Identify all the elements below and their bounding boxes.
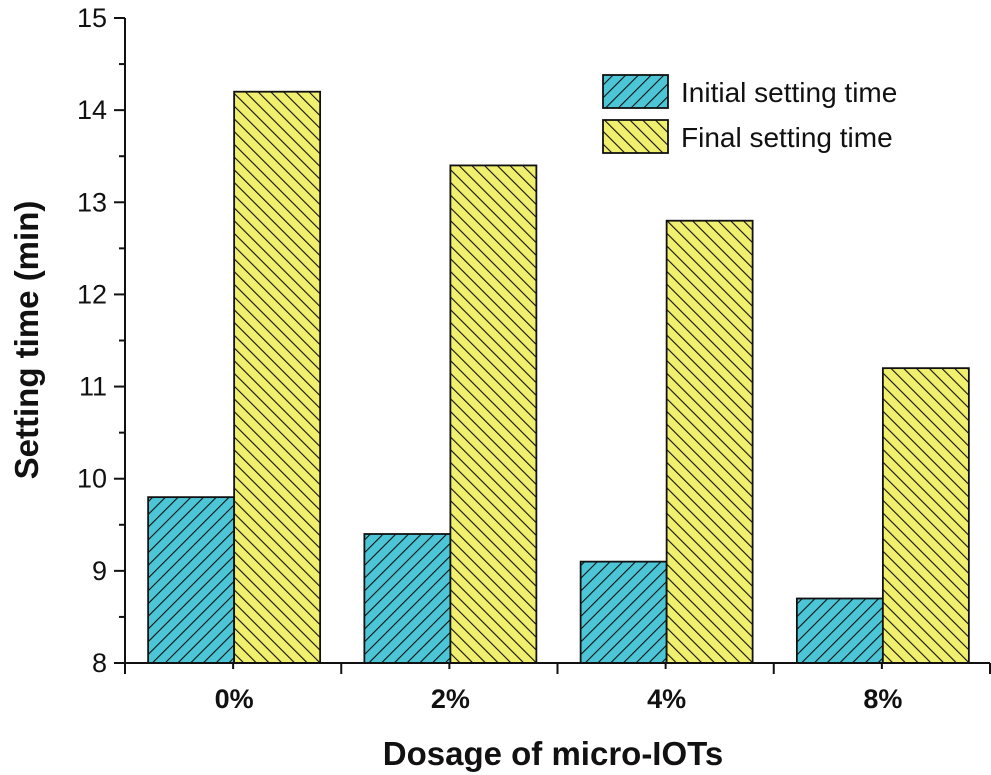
ticks-layer: 0% 2% 4% 8% 8 9 10 11 12 13 14 15 [77, 3, 991, 714]
x-tick-label: 2% [431, 684, 470, 714]
bar-final-1 [449, 164, 538, 664]
legend-swatch-initial [602, 74, 669, 109]
y-tick-label: 11 [79, 372, 107, 402]
x-tick-label: 0% [215, 684, 254, 714]
y-tick-label: 8 [92, 648, 107, 678]
y-tick-label: 15 [77, 3, 107, 33]
y-tick-label: 9 [92, 556, 107, 586]
x-tick-label: 4% [647, 684, 686, 714]
bar-initial-3 [795, 597, 884, 664]
bar-initial-2 [579, 560, 668, 664]
y-tick-label: 13 [77, 187, 107, 217]
bar-initial-0 [147, 496, 236, 664]
x-tick-label: 8% [863, 684, 902, 714]
bar-final-2 [665, 219, 754, 664]
y-tick-label: 10 [77, 464, 107, 494]
y-tick-label: 12 [77, 279, 107, 309]
y-tick-label: 14 [77, 95, 107, 125]
y-axis-title: Setting time (min) [8, 201, 45, 480]
legend-swatch-final [602, 119, 669, 154]
bar-initial-1 [363, 533, 452, 664]
x-axis-title: Dosage of micro-IOTs [383, 735, 723, 772]
legend-label-initial: Initial setting time [681, 77, 897, 108]
bars-layer [147, 90, 970, 664]
legend-label-final: Final setting time [681, 122, 893, 153]
bar-final-0 [233, 90, 322, 664]
bar-final-3 [881, 367, 970, 664]
legend: Initial setting time Final setting time [602, 74, 897, 154]
